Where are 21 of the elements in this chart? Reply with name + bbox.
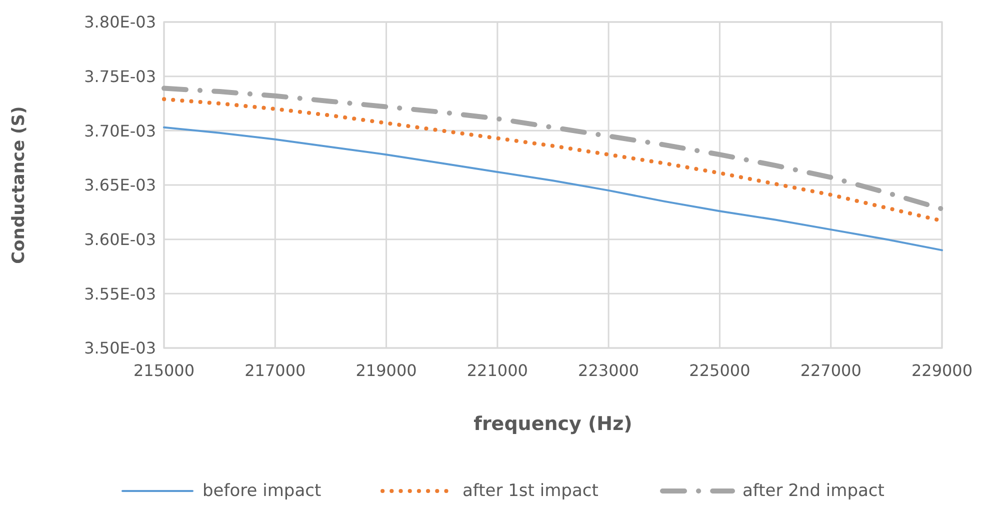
legend-label: after 1st impact	[462, 481, 599, 501]
legend-label: after 2nd impact	[742, 481, 885, 501]
x-axis-title: frequency (Hz)	[474, 413, 632, 435]
line-series	[163, 126, 943, 252]
y-tick-label: 3.75E-03	[84, 66, 156, 86]
x-tick-label: 217000	[244, 361, 306, 380]
x-tick-label: 219000	[356, 361, 417, 380]
x-tick-label: 227000	[800, 361, 862, 380]
y-tick-label: 3.60E-03	[84, 230, 156, 249]
y-tick-label: 3.70E-03	[84, 121, 156, 140]
x-tick-label: 229000	[911, 361, 973, 380]
x-tick-label: 215000	[133, 361, 195, 380]
x-tick-label: 221000	[466, 361, 528, 380]
y-tick-label: 3.80E-03	[84, 12, 156, 32]
x-tick-label: 223000	[578, 361, 640, 380]
y-axis-title: Conductance (S)	[9, 106, 29, 264]
x-tick-label: 225000	[689, 361, 750, 380]
y-tick-label: 3.50E-03	[84, 338, 156, 358]
legend-label: before impact	[202, 481, 322, 501]
y-tick-label: 3.55E-03	[84, 284, 156, 304]
y-tick-label: 3.65E-03	[84, 176, 156, 195]
